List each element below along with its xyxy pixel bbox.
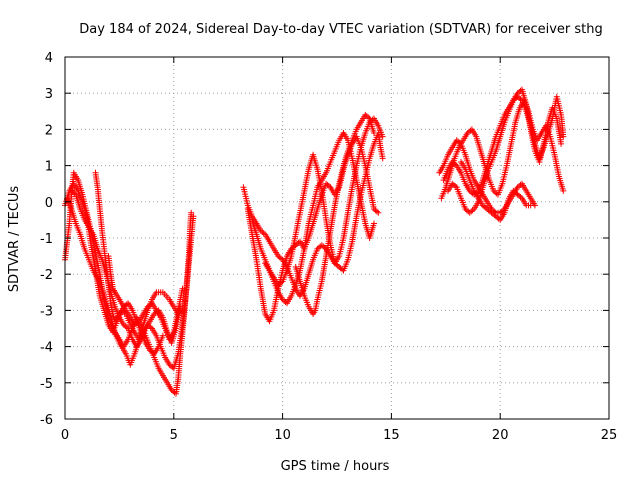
data-point — [371, 220, 377, 227]
data-points — [62, 86, 567, 397]
data-point — [379, 155, 386, 162]
data-point — [373, 208, 380, 215]
y-tick-label: -1 — [40, 232, 53, 247]
y-tick-label: -6 — [40, 413, 53, 428]
data-point — [159, 332, 166, 339]
x-axis-label: GPS time / hours — [281, 459, 390, 474]
y-tick-label: -4 — [40, 341, 53, 356]
x-tick-label: 5 — [170, 428, 178, 443]
x-tick-label: 15 — [383, 428, 400, 443]
y-tick-label: 3 — [45, 87, 53, 102]
y-tick-label: 1 — [45, 160, 53, 175]
data-point — [560, 133, 567, 140]
data-track — [458, 159, 534, 223]
y-tick-label: 0 — [45, 196, 53, 211]
data-point — [188, 209, 195, 216]
data-point — [371, 130, 377, 136]
y-tick-label: -5 — [40, 377, 53, 392]
data-point — [527, 202, 534, 209]
x-tick-label: 20 — [492, 428, 509, 443]
data-point — [375, 209, 382, 216]
axis-ticks: 0 5 10 15 20 25 -6 -5 -4 -3 -2 -1 0 1 2 3 4 — [40, 51, 617, 443]
grid-lines — [65, 57, 609, 419]
data-track — [105, 253, 186, 343]
y-tick-label: -2 — [40, 268, 53, 283]
chart-title: Day 184 of 2024, Sidereal Day-to-day VTE… — [79, 22, 603, 37]
data-point — [179, 285, 186, 292]
data-point — [558, 140, 565, 147]
data-point — [190, 213, 197, 220]
data-track — [244, 133, 382, 325]
data-track — [92, 169, 166, 357]
data-track — [292, 111, 377, 317]
y-axis-label: SDTVAR / TECUs — [7, 186, 22, 293]
data-track — [445, 93, 567, 216]
data-point — [123, 324, 130, 331]
y-tick-label: 2 — [45, 123, 53, 138]
x-tick-label: 10 — [274, 428, 291, 443]
x-tick-label: 0 — [61, 428, 69, 443]
data-point — [379, 133, 386, 140]
data-point — [365, 114, 372, 121]
y-tick-label: -3 — [40, 304, 53, 319]
y-tick-label: 4 — [45, 51, 53, 66]
data-point — [560, 187, 567, 194]
data-track — [62, 180, 197, 372]
x-tick-label: 25 — [601, 428, 618, 443]
data-track — [262, 115, 386, 289]
